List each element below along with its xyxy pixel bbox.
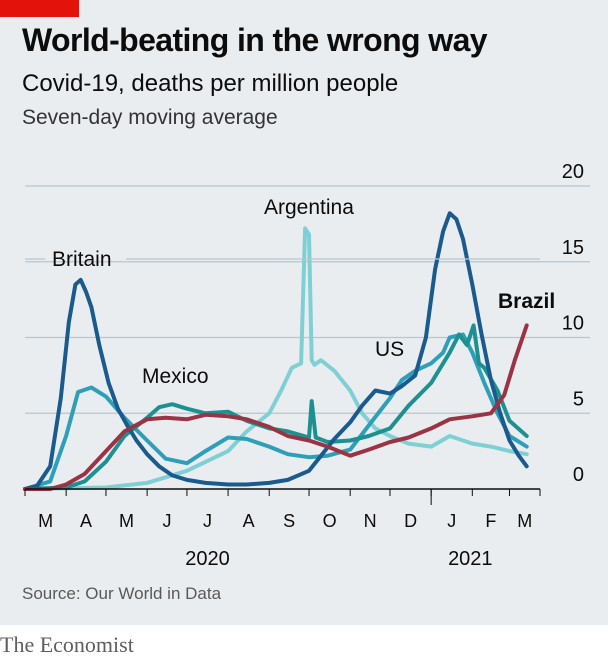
- brand-wordmark: The Economist: [0, 632, 134, 657]
- y-tick-label: 0: [573, 464, 584, 486]
- chart-subtitle: Covid-19, deaths per million people: [22, 70, 399, 97]
- x-tick-label: J: [163, 511, 172, 531]
- x-tick-label: A: [80, 511, 92, 531]
- series-line-britain: [23, 211, 529, 491]
- x-tick-label: F: [485, 511, 496, 531]
- y-tick-label: 20: [562, 161, 584, 183]
- x-tick-label: A: [243, 511, 255, 531]
- brand-red-tab: [0, 0, 79, 17]
- series-lines: [23, 211, 529, 491]
- series-line-argentina: [23, 226, 529, 491]
- series-label-brazil: Brazil: [498, 290, 555, 313]
- series-line-us: [23, 332, 529, 491]
- x-tick-label: M: [517, 511, 532, 531]
- x-tick-label: N: [364, 511, 377, 531]
- x-tick-label: M: [119, 511, 134, 531]
- series-label-mexico: Mexico: [142, 365, 209, 388]
- x-tick-label: O: [323, 511, 337, 531]
- y-axis-tick-labels: 0 5 10 15 20: [562, 161, 584, 486]
- x-axis: M A M J J A S O N D J F M 2020 2021: [24, 488, 541, 570]
- x-tick-label: J: [203, 511, 212, 531]
- x-tick-label: D: [404, 511, 417, 531]
- chart-card: World-beating in the wrong way Covid-19,…: [0, 0, 608, 625]
- chart-note: Seven-day moving average: [22, 106, 278, 129]
- y-tick-label: 5: [573, 388, 584, 410]
- x-tick-label: M: [38, 511, 53, 531]
- x-tick-label: S: [283, 511, 295, 531]
- source-note: Source: Our World in Data: [22, 584, 222, 603]
- year-label: 2020: [185, 548, 230, 570]
- series-label-britain: Britain: [52, 248, 112, 271]
- chart-title: World-beating in the wrong way: [22, 22, 488, 58]
- x-tick-label: J: [447, 511, 456, 531]
- year-label: 2021: [448, 548, 493, 570]
- y-tick-label: 10: [562, 313, 584, 335]
- series-line-brazil: [23, 323, 529, 491]
- series-line-mexico: [23, 323, 529, 491]
- series-label-argentina: Argentina: [264, 196, 354, 219]
- series-labels: Britain US Mexico Argentina Brazil: [25, 196, 555, 388]
- series-label-us: US: [375, 338, 404, 361]
- y-tick-label: 15: [562, 237, 584, 259]
